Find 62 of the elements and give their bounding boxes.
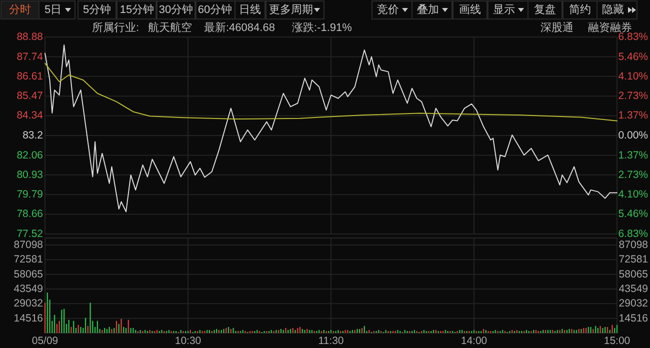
y2-tick-label: 72581 (618, 254, 648, 266)
text: 融资融券 (588, 21, 632, 34)
x-tick-label: 05/09 (32, 335, 58, 347)
text: 15分钟 (120, 4, 154, 16)
y2-tick-label: 2.73% (618, 168, 648, 181)
y-tick-label: 87.74 (16, 50, 44, 63)
y2-tick-label: 4.10% (618, 188, 648, 201)
x-tick-label: 11:30 (318, 335, 344, 347)
y2-tick-label: 1.37% (618, 110, 648, 122)
y2-tick-label: 5.46% (618, 208, 648, 220)
text: 涨跌:-1.91% (292, 22, 352, 34)
y-tick-label: 43549 (14, 282, 44, 295)
y2-tick-label: 0.00% (618, 130, 648, 142)
y-tick-label: 79.79 (16, 188, 44, 201)
y-tick-label: 77.52 (16, 228, 44, 240)
text: 所属行业: (92, 21, 140, 34)
y-tick-label: 72581 (14, 254, 44, 266)
text: 最新:46084.68 (204, 21, 275, 34)
y2-tick-label: 43549 (618, 282, 648, 295)
text: 竞价 (377, 3, 399, 16)
line-series (44, 62, 618, 122)
y2-tick-label: 4.10% (618, 70, 648, 82)
text: 画线 (459, 3, 481, 16)
text: 深股通 (540, 21, 574, 34)
text: 隐藏 (602, 3, 624, 16)
y-tick-label: 83.2 (22, 130, 44, 142)
y2-tick-label: 29032 (618, 298, 648, 310)
text: 30分钟 (158, 4, 194, 16)
y-tick-label: 87098 (14, 238, 44, 251)
text: 叠加 (417, 3, 439, 16)
y-tick-label: 80.93 (16, 168, 44, 181)
y2-tick-label: 58065 (618, 268, 648, 280)
y2-tick-label: 1.37% (618, 149, 648, 162)
y2-tick-label: 5.46% (618, 50, 648, 63)
y-tick-label: 29032 (14, 298, 44, 310)
text: 5日 (44, 4, 62, 16)
x-tick-label: 15:00 (604, 335, 630, 347)
y2-tick-label: 6.83% (618, 228, 648, 240)
text: 更多周期 (269, 4, 313, 16)
y-tick-label: 78.66 (16, 208, 44, 220)
y-tick-label: 85.47 (16, 90, 44, 102)
x-tick-label: 14:00 (460, 335, 488, 347)
line-series (44, 44, 618, 212)
text: 航天航空 (148, 21, 192, 34)
y-tick-label: 88.88 (16, 31, 44, 43)
y-tick-label: 84.34 (16, 110, 44, 122)
y2-tick-label: 14516 (618, 312, 648, 324)
y-tick-label: 58065 (14, 268, 44, 280)
y-tick-label: 14516 (14, 312, 44, 324)
y-tick-label: 86.61 (16, 70, 44, 82)
text: 分时 (9, 3, 31, 16)
y-tick-label: 82.06 (16, 149, 44, 162)
text: 简约 (569, 4, 591, 16)
y2-tick-label: 6.83% (618, 31, 648, 43)
y2-tick-label: 87098 (618, 238, 648, 251)
y2-tick-label: 2.73% (618, 90, 648, 102)
text: 显示 (493, 4, 515, 16)
text: 日线 (239, 3, 261, 16)
x-tick-label: 10:30 (174, 335, 202, 347)
text: 复盘 (534, 4, 556, 16)
text: 60分钟 (198, 4, 232, 16)
text: 5分钟 (82, 4, 112, 16)
